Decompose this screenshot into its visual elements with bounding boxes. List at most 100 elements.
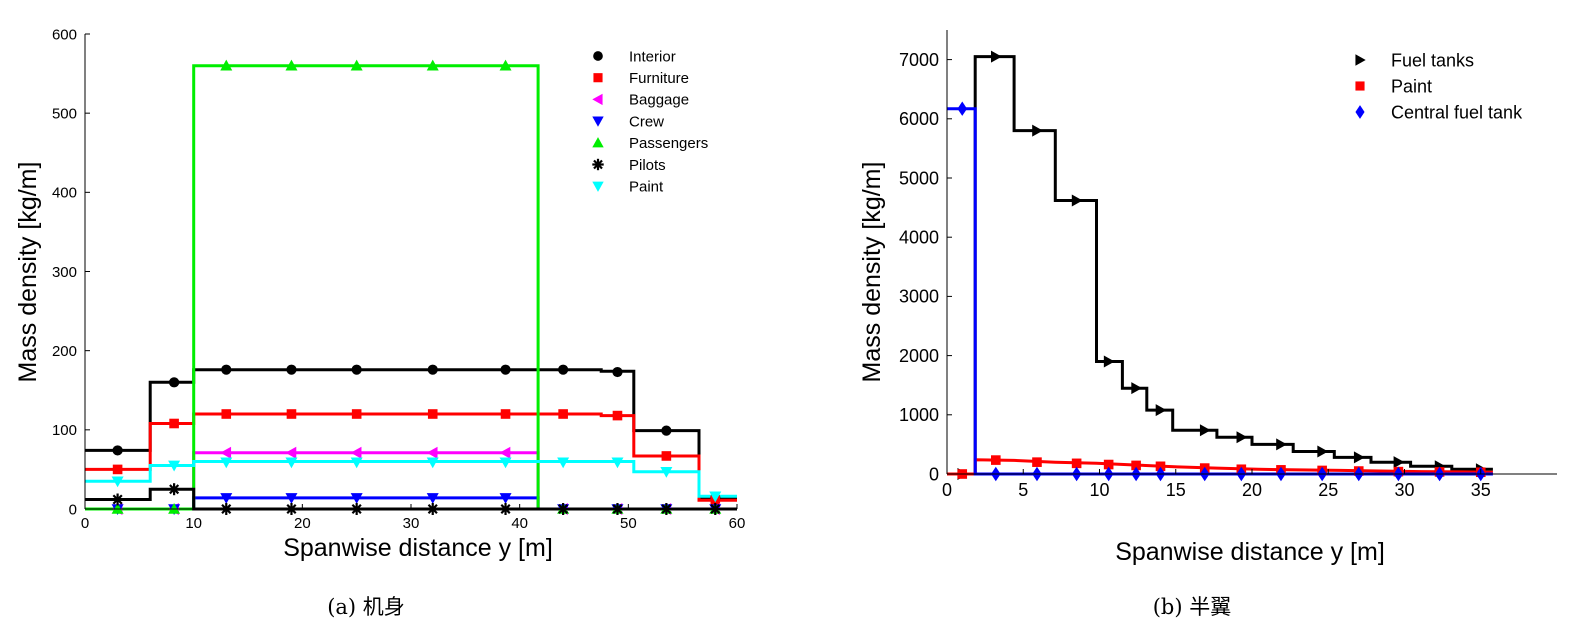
x-tick-label: 5 xyxy=(1018,480,1028,500)
marker-furniture xyxy=(286,409,297,419)
marker-baggage xyxy=(350,446,362,459)
legend-marker-furniture xyxy=(593,73,603,83)
series-line-paint xyxy=(85,460,737,498)
marker-fuel-tanks xyxy=(1317,445,1329,458)
marker-baggage xyxy=(220,446,232,459)
marker-paint xyxy=(111,476,124,488)
legend-marker-fuel-tanks xyxy=(1355,54,1366,66)
marker-interior xyxy=(286,364,297,375)
marker-paint xyxy=(557,457,570,469)
chart-half-wing: 0 5 10 15 20 25 30 35 0 1000 2000 3000 4000 5000 6000 7… xyxy=(858,30,1557,619)
marker-interior xyxy=(612,366,623,378)
marker-crew xyxy=(285,493,298,504)
series-line-interior xyxy=(85,368,737,500)
marker-passengers xyxy=(499,59,512,71)
marker-paint xyxy=(1032,457,1042,467)
marker-interior xyxy=(661,425,672,436)
marker-furniture xyxy=(612,410,623,421)
y-tick-label: 200 xyxy=(52,343,77,360)
marker-furniture xyxy=(112,464,123,475)
marker-fuel-tanks xyxy=(991,50,1002,63)
marker-furniture xyxy=(221,409,232,419)
legend-marker-paint xyxy=(592,181,604,192)
legend-marker-crew xyxy=(592,116,604,127)
marker-paint xyxy=(285,457,298,469)
marker-baggage xyxy=(499,446,511,459)
marker-crew xyxy=(426,493,439,504)
x-tick-label: 40 xyxy=(511,515,528,532)
legend-label-central-fuel-tank: Central fuel tank xyxy=(1391,102,1523,122)
x-tick-label: 0 xyxy=(942,480,952,500)
y-tick-label: 100 xyxy=(52,422,77,439)
legend-a: Interior Furniture Baggage Crew Passengers Pi… xyxy=(592,48,708,195)
marker-passengers xyxy=(350,59,363,71)
x-tick-label: 35 xyxy=(1471,480,1491,500)
marker-furniture xyxy=(500,409,511,419)
y-tick-label: 500 xyxy=(52,105,77,122)
marker-fuel-tanks xyxy=(1103,355,1115,368)
marker-furniture xyxy=(427,409,438,419)
marker-crew xyxy=(350,493,363,504)
marker-crew xyxy=(220,493,233,504)
marker-baggage xyxy=(426,446,438,459)
marker-furniture xyxy=(351,409,362,419)
x-tick-label: 20 xyxy=(1242,480,1262,500)
legend-label-furniture: Furniture xyxy=(629,70,689,87)
marker-fuel-tanks xyxy=(1276,438,1287,451)
legend-marker-baggage xyxy=(592,93,603,106)
marker-pilots xyxy=(111,493,124,506)
axes-b: 0 5 10 15 20 25 30 35 0 1000 2000 3000 4000 5000 6000 7… xyxy=(899,30,1557,500)
y-tick-label: 3000 xyxy=(899,287,939,307)
y-tick-label: 2000 xyxy=(899,346,939,366)
marker-paint xyxy=(991,455,1001,465)
marker-fuel-tanks xyxy=(1353,451,1365,464)
legend-marker-interior xyxy=(593,51,603,61)
marker-crew xyxy=(499,493,512,504)
marker-furniture xyxy=(661,451,672,461)
y-tick-label: 1000 xyxy=(899,405,939,425)
legend-b: Fuel tanks Paint Central fuel tank xyxy=(1355,50,1523,122)
marker-paint xyxy=(1155,461,1166,472)
y-axis-label-a: Mass density [kg/m] xyxy=(14,162,42,383)
legend-marker-paint xyxy=(1355,81,1365,91)
x-tick-label: 25 xyxy=(1318,480,1338,500)
y-tick-label: 5000 xyxy=(899,168,939,188)
series-line-fuel-tanks xyxy=(947,55,1493,476)
marker-baggage xyxy=(285,446,297,459)
x-tick-label: 10 xyxy=(185,515,202,532)
marker-passengers xyxy=(426,59,439,71)
x-tick-label: 30 xyxy=(1394,480,1414,500)
x-tick-label: 60 xyxy=(729,515,746,532)
x-tick-label: 30 xyxy=(403,515,420,532)
marker-fuel-tanks xyxy=(1131,382,1143,395)
y-tick-label: 0 xyxy=(929,464,939,484)
marker-paint xyxy=(709,491,722,503)
legend-label-crew: Crew xyxy=(629,113,664,130)
y-tick-label: 400 xyxy=(52,185,77,202)
legend-label-paint: Paint xyxy=(629,178,664,195)
series-line-central-fuel-tank xyxy=(947,107,1493,476)
marker-paint xyxy=(220,457,233,469)
marker-furniture xyxy=(169,418,179,429)
marker-paint xyxy=(426,457,439,469)
x-tick-label: 50 xyxy=(620,515,637,532)
legend-label-pilots: Pilots xyxy=(629,157,666,174)
marker-fuel-tanks xyxy=(1236,431,1248,444)
x-tick-label: 0 xyxy=(81,515,89,532)
marker-interior xyxy=(351,364,362,375)
marker-paint xyxy=(611,457,624,469)
caption-a: (a) 机身 xyxy=(327,595,405,619)
caption-b: (b) 半翼 xyxy=(1153,595,1232,619)
marker-paint xyxy=(660,466,673,478)
y-axis-label-b: Mass density [kg/m] xyxy=(858,162,886,383)
x-tick-label: 20 xyxy=(294,515,311,532)
marker-fuel-tanks xyxy=(1199,424,1211,437)
legend-marker-pilots xyxy=(592,158,604,171)
marker-passengers xyxy=(111,503,124,514)
legend-label-fuel-tanks: Fuel tanks xyxy=(1391,50,1474,70)
series-line-furniture xyxy=(85,412,737,502)
legend-label-paint: Paint xyxy=(1391,76,1432,96)
